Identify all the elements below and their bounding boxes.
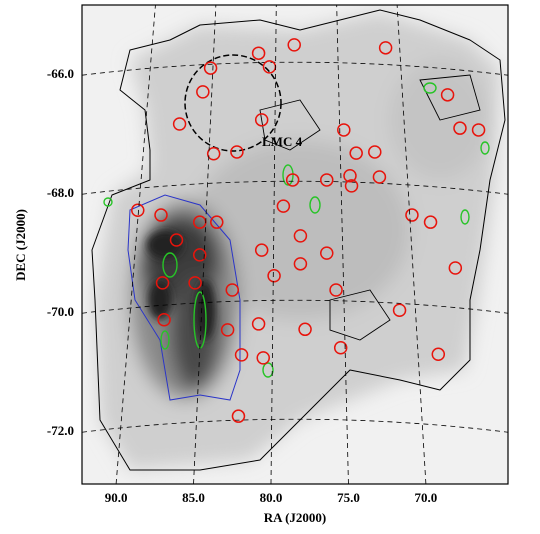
source-marker	[337, 123, 351, 137]
source-marker	[440, 88, 455, 102]
grid-line	[82, 180, 508, 195]
source-marker	[220, 323, 235, 337]
grid-line	[115, 4, 156, 485]
source-marker	[405, 208, 419, 222]
source-marker	[372, 170, 387, 184]
source-marker	[206, 147, 221, 161]
source-marker	[378, 41, 393, 55]
source-marker	[453, 121, 467, 135]
source-marker	[131, 203, 145, 218]
source-marker	[431, 347, 446, 362]
y-tick-label: -72.0	[47, 423, 74, 438]
source-marker	[254, 113, 269, 127]
source-marker	[154, 208, 168, 222]
source-marker	[251, 317, 266, 331]
sky-image	[82, 5, 508, 484]
source-marker	[155, 276, 170, 290]
source-marker	[172, 117, 187, 131]
points	[131, 38, 486, 423]
grid-line	[396, 4, 427, 485]
source-marker	[210, 215, 224, 229]
source-marker	[192, 248, 207, 262]
source-marker	[298, 322, 312, 337]
source-marker	[267, 268, 281, 283]
source-marker	[320, 173, 334, 187]
source-marker	[196, 85, 210, 99]
grid	[82, 61, 508, 433]
source-marker	[230, 145, 244, 159]
y-axis-label: DEC (J2000)	[13, 209, 28, 281]
source-marker	[251, 46, 266, 60]
source-marker	[276, 199, 291, 213]
grid-line	[82, 61, 508, 76]
source-marker	[225, 283, 240, 297]
source-marker	[188, 276, 202, 290]
source-marker	[231, 409, 246, 423]
grid-line	[82, 418, 508, 433]
x-tick-label: 70.0	[415, 490, 438, 505]
source-marker	[256, 351, 270, 365]
source-marker	[448, 261, 463, 275]
source-marker	[368, 145, 382, 159]
grid-line	[193, 4, 217, 485]
source-marker	[344, 179, 359, 193]
source-marker	[285, 173, 300, 187]
source-marker	[329, 283, 343, 297]
source-marker	[471, 123, 486, 137]
grid-line	[336, 4, 349, 485]
source-marker	[157, 313, 171, 327]
source-marker	[343, 169, 357, 183]
source-marker	[169, 233, 184, 247]
source-marker	[423, 215, 438, 229]
grid-line	[270, 4, 277, 485]
source-marker	[293, 257, 308, 271]
source-marker	[320, 246, 334, 260]
x-tick-label: 80.0	[260, 490, 283, 505]
source-marker	[392, 303, 407, 318]
grid-line	[82, 299, 508, 314]
annotation: LMC 4	[262, 134, 303, 149]
source-marker	[254, 243, 269, 257]
source-marker	[293, 229, 308, 243]
y-tick-label: -68.0	[47, 185, 74, 200]
source-marker	[349, 146, 363, 160]
x-axis-label: RA (J2000)	[264, 510, 326, 525]
source-marker	[234, 348, 249, 362]
x-tick-label: 75.0	[337, 490, 360, 505]
source-marker	[203, 61, 218, 75]
source-marker	[333, 340, 348, 355]
y-tick-label: -66.0	[47, 66, 74, 81]
source-marker	[287, 38, 301, 52]
x-tick-label: 85.0	[182, 490, 205, 505]
y-tick-label: -70.0	[47, 304, 74, 319]
x-tick-label: 90.0	[105, 490, 128, 505]
